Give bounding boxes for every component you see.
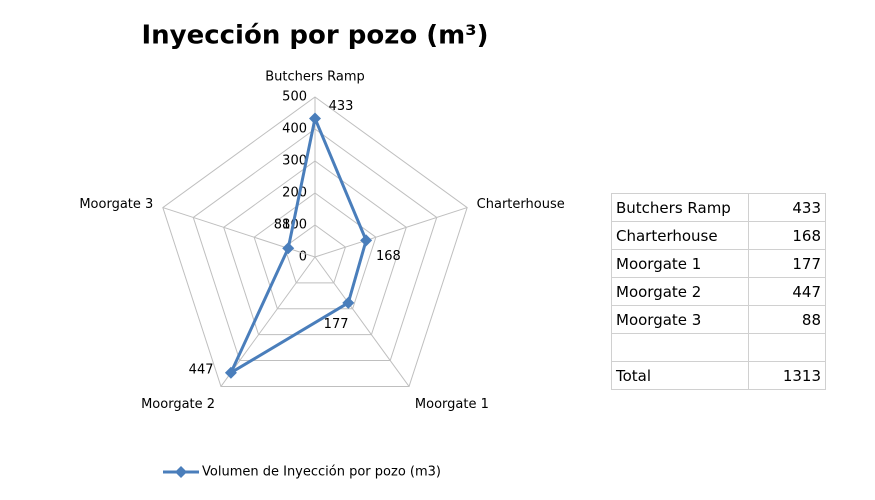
axis-tick-label: 100 (282, 218, 307, 233)
table-cell: Charterhouse (611, 221, 749, 250)
table-row: Butchers Ramp 433 (611, 193, 826, 222)
spoke (220, 256, 316, 387)
table-row (611, 333, 826, 362)
data-table: Butchers Ramp 433 Charterhouse 168 Moorgate … (611, 193, 826, 390)
spoke (314, 256, 410, 387)
grid-ring (192, 128, 438, 362)
table-row: Total 1313 (611, 361, 826, 390)
series-line (229, 116, 368, 375)
value-label: 433 (329, 99, 354, 114)
category-label: Butchers Ramp (265, 70, 365, 85)
category-label: Charterhouse (477, 197, 565, 212)
data-point (342, 296, 355, 309)
grid-ring (223, 160, 407, 336)
table-cell: 1313 (748, 361, 826, 390)
table-cell: 433 (748, 193, 826, 222)
data-point (282, 242, 295, 255)
legend-marker (175, 466, 187, 478)
data-point (309, 112, 321, 125)
axis-tick-label: 300 (282, 154, 307, 169)
table-cell: 168 (748, 221, 826, 250)
value-label: 177 (324, 317, 349, 332)
table-cell: 177 (748, 249, 826, 278)
value-label: 168 (376, 249, 401, 264)
table-row: Moorgate 3 88 (611, 305, 826, 334)
data-point (360, 234, 373, 247)
table-cell (611, 333, 749, 362)
table-cell: Moorgate 1 (611, 249, 749, 278)
table-row: Moorgate 2 447 (611, 277, 826, 306)
value-label: 88 (274, 217, 291, 232)
axis-tick-label: 400 (282, 122, 307, 137)
grid-ring (253, 192, 377, 310)
table-body: Butchers Ramp 433 Charterhouse 168 Moorgate … (611, 193, 826, 390)
axis-tick-label: 0 (299, 250, 307, 265)
axis-tick-label: 200 (282, 186, 307, 201)
table-cell (748, 333, 826, 362)
table-cell: 447 (748, 277, 826, 306)
spoke (314, 207, 468, 258)
table-row: Charterhouse 168 (611, 221, 826, 250)
table-cell: Butchers Ramp (611, 193, 749, 222)
category-label: Moorgate 3 (79, 197, 153, 212)
table-cell: Total (611, 361, 749, 390)
category-label: Moorgate 1 (415, 397, 489, 412)
legend-label: Volumen de Inyección por pozo (m3) (202, 465, 441, 480)
table-cell: 88 (748, 305, 826, 334)
data-point (224, 366, 237, 379)
table-cell: Moorgate 3 (611, 305, 749, 334)
category-label: Moorgate 2 (141, 397, 215, 412)
grid-ring (162, 96, 468, 387)
table-cell: Moorgate 2 (611, 277, 749, 306)
value-label: 447 (189, 363, 214, 378)
table-row: Moorgate 1 177 (611, 249, 826, 278)
axis-tick-label: 500 (282, 90, 307, 105)
chart-title: Inyección por pozo (m³) (141, 21, 488, 51)
